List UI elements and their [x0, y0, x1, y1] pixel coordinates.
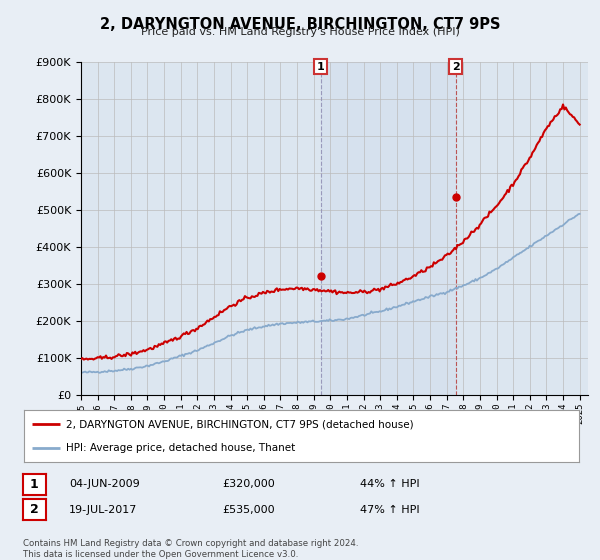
Text: 1: 1	[317, 62, 325, 72]
Text: HPI: Average price, detached house, Thanet: HPI: Average price, detached house, Than…	[65, 443, 295, 453]
Text: 2: 2	[30, 503, 38, 516]
Text: Price paid vs. HM Land Registry's House Price Index (HPI): Price paid vs. HM Land Registry's House …	[140, 27, 460, 37]
Text: £535,000: £535,000	[222, 505, 275, 515]
Text: 2: 2	[452, 62, 460, 72]
Text: £320,000: £320,000	[222, 479, 275, 489]
Bar	[321, 62, 455, 395]
Text: 1: 1	[30, 478, 38, 491]
Text: 47% ↑ HPI: 47% ↑ HPI	[360, 505, 419, 515]
Text: 19-JUL-2017: 19-JUL-2017	[69, 505, 137, 515]
Text: 04-JUN-2009: 04-JUN-2009	[69, 479, 140, 489]
Text: 44% ↑ HPI: 44% ↑ HPI	[360, 479, 419, 489]
Text: Contains HM Land Registry data © Crown copyright and database right 2024.
This d: Contains HM Land Registry data © Crown c…	[23, 539, 358, 559]
Text: 2, DARYNGTON AVENUE, BIRCHINGTON, CT7 9PS (detached house): 2, DARYNGTON AVENUE, BIRCHINGTON, CT7 9P…	[65, 419, 413, 430]
Text: 2, DARYNGTON AVENUE, BIRCHINGTON, CT7 9PS: 2, DARYNGTON AVENUE, BIRCHINGTON, CT7 9P…	[100, 17, 500, 32]
